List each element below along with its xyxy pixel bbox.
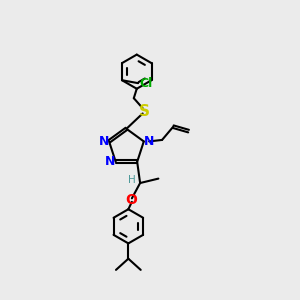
Text: Cl: Cl [140, 77, 153, 90]
Text: N: N [144, 135, 154, 148]
Text: S: S [139, 103, 150, 118]
Text: H: H [128, 175, 136, 185]
Text: O: O [125, 193, 137, 207]
Text: N: N [105, 155, 116, 168]
Text: N: N [99, 135, 109, 148]
